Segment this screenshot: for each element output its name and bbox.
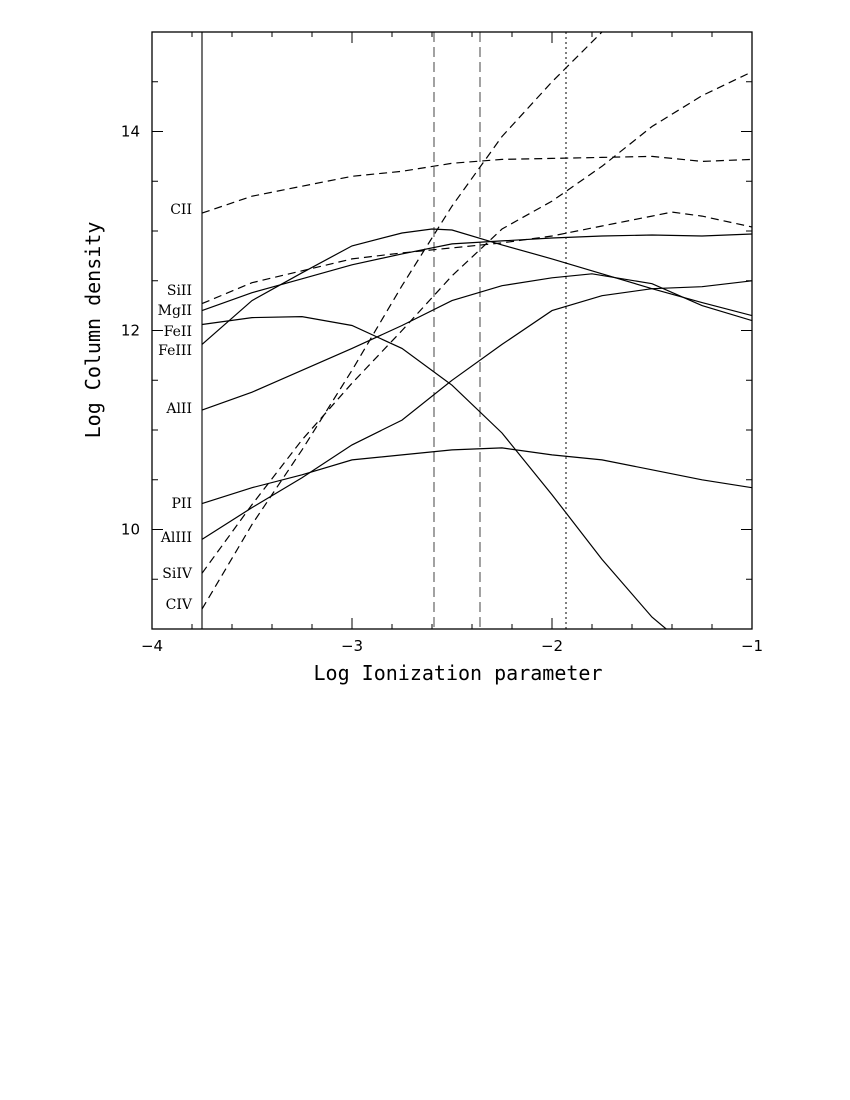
series-lines: [201, 32, 752, 629]
series-label-cii: CII: [170, 202, 192, 218]
x-tick-label: −2: [541, 637, 563, 655]
series-labels: CII SiII MgII FeII FeIII AlII PII AlIII SiIV CIV: [158, 202, 193, 613]
series-line-aliii: [201, 280, 752, 540]
plot-border: [151, 31, 753, 630]
series-line-siiv: [201, 71, 752, 574]
series-line-alii: [201, 273, 752, 411]
x-tick-label: −4: [141, 637, 163, 655]
series-label-civ: CIV: [166, 597, 193, 613]
series-label-feiii: FeIII: [158, 343, 192, 359]
plot-frame: [151, 31, 753, 630]
x-axis-title: Log Ionization parameter: [314, 661, 603, 685]
series-line-siii: [201, 211, 752, 305]
series-label-siiv: SiIV: [162, 566, 193, 582]
series-label-alii: AlII: [165, 401, 192, 417]
series-line-civ: [201, 32, 603, 610]
series-line-cii: [201, 155, 752, 214]
series-label-siii: SiII: [167, 283, 192, 299]
x-tick-label: −1: [741, 637, 763, 655]
series-line-feii: [201, 315, 668, 629]
series-line-mgii: [201, 233, 752, 312]
x-tick-label: −3: [341, 637, 363, 655]
series-line-pii: [201, 447, 752, 505]
series-label-feii: FeII: [164, 324, 192, 340]
y-tick-label: 14: [121, 123, 140, 141]
reference-lines: [201, 32, 567, 629]
y-tick-label: 10: [121, 521, 140, 539]
y-tick-label: 12: [121, 322, 140, 340]
series-label-pii: PII: [172, 496, 192, 512]
axis-ticks: [151, 31, 752, 629]
series-line-feiii: [201, 228, 752, 345]
tick-labels: −4 −3 −2 −1 10 12 14: [121, 123, 763, 656]
y-axis-title: Log Column density: [81, 222, 105, 439]
series-label-mgii: MgII: [158, 303, 192, 319]
series-label-aliii: AlIII: [160, 530, 192, 546]
